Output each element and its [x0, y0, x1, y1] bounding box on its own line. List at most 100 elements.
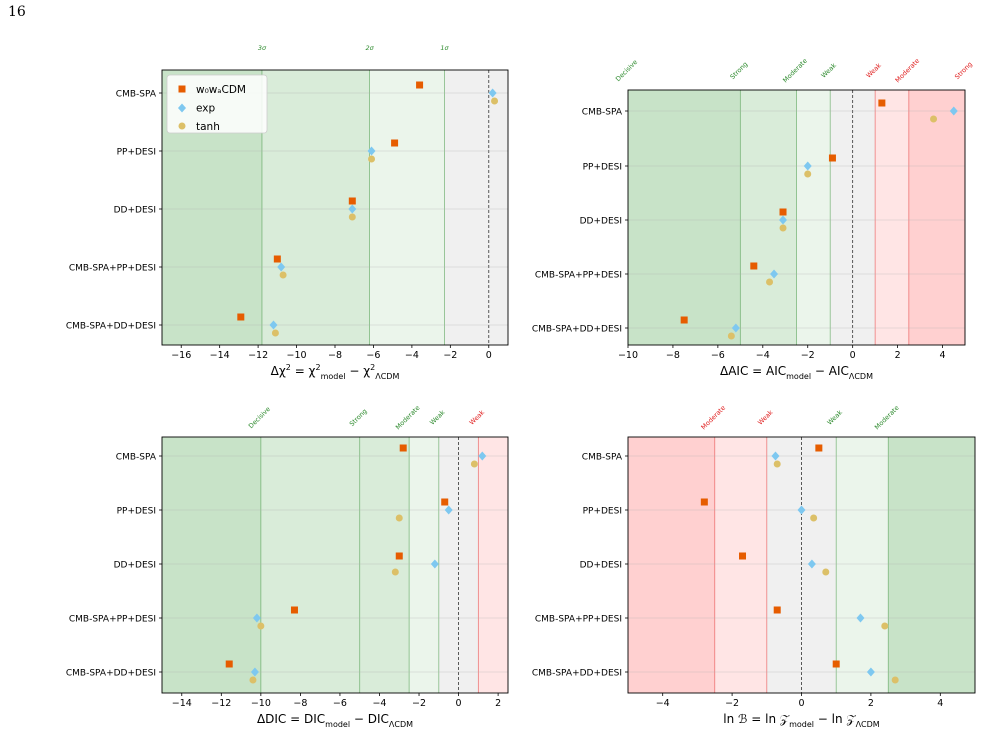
chart-panel-lnB: Moderate Weak Weak Moderate CMB-SPA PP+DESI DD…	[532, 404, 976, 729]
marker-w0wacdm	[779, 208, 787, 216]
marker-w0wacdm	[225, 660, 233, 668]
x-tick-label: −4	[756, 350, 770, 361]
marker-exp	[348, 204, 357, 214]
region-band	[836, 437, 889, 693]
marker-exp	[269, 320, 278, 330]
x-tick-label: 4	[937, 698, 943, 709]
x-tick-label: −6	[366, 350, 380, 361]
y-tick-label: PP+DESI	[583, 163, 622, 173]
marker-w0wacdm	[739, 552, 747, 560]
threshold-label: Weak	[428, 408, 446, 426]
threshold-label: Strong	[729, 60, 750, 81]
legend-box	[166, 74, 268, 134]
x-tick-label: 2	[895, 350, 901, 361]
x-tick-label: −16	[171, 350, 191, 361]
x-tick-label: 4	[940, 350, 946, 361]
marker-w0wacdm	[878, 99, 886, 107]
x-tick-label: 2	[495, 698, 501, 709]
marker-w0wacdm	[832, 660, 840, 668]
x-tick-label: −8	[666, 350, 680, 361]
marker-tanh	[930, 115, 938, 123]
marker-tanh	[779, 224, 787, 232]
marker-tanh	[470, 460, 478, 468]
x-tick-label: −14	[210, 350, 230, 361]
marker-exp	[866, 667, 875, 677]
marker-w0wacdm	[348, 197, 356, 205]
legend: w₀wₐCDM exp tanh	[166, 74, 268, 134]
threshold-label: Moderate	[394, 404, 422, 432]
marker-exp	[444, 505, 453, 515]
marker-exp	[797, 505, 806, 515]
y-tick-label: CMB-SPA+DD+DESI	[532, 325, 622, 335]
marker-exp	[367, 146, 376, 156]
y-tick-label: CMB-SPA+PP+DESI	[535, 271, 622, 281]
y-tick-label: DD+DESI	[114, 561, 156, 571]
marker-exp	[807, 559, 816, 569]
threshold-label: Weak	[865, 61, 883, 79]
threshold-label: Decisive	[614, 58, 639, 83]
marker-w0wacdm	[680, 316, 688, 324]
threshold-label: Moderate	[700, 404, 728, 432]
x-tick-label: −2	[412, 698, 426, 709]
marker-w0wacdm	[273, 255, 281, 263]
page-number: 16	[8, 4, 26, 20]
marker-tanh	[395, 514, 403, 522]
region-band	[478, 437, 508, 693]
legend-marker-exp	[178, 103, 186, 113]
legend-label-exp: exp	[196, 103, 215, 115]
marker-tanh	[491, 97, 499, 105]
marker-exp	[277, 262, 286, 272]
x-tick-label: −4	[656, 698, 670, 709]
region-band	[628, 90, 741, 345]
marker-exp	[856, 613, 865, 623]
marker-exp	[949, 106, 958, 116]
threshold-label: 1σ	[440, 44, 449, 52]
threshold-label: Decisive	[247, 405, 272, 430]
marker-tanh	[891, 676, 899, 684]
y-tick-label: CMB-SPA	[582, 108, 623, 118]
x-tick-label: −12	[248, 350, 268, 361]
y-tick-label: CMB-SPA+PP+DESI	[535, 615, 622, 625]
marker-exp	[252, 613, 261, 623]
threshold-label: Strong	[953, 60, 974, 81]
region-band	[444, 70, 508, 345]
x-tick-label: −14	[172, 698, 192, 709]
marker-tanh	[368, 155, 376, 163]
region-band	[359, 437, 410, 693]
x-tick-label: 0	[456, 698, 462, 709]
y-tick-label: DD+DESI	[114, 206, 156, 216]
marker-exp	[803, 161, 812, 171]
x-tick-label: −2	[443, 350, 457, 361]
marker-tanh	[279, 271, 287, 279]
x-tick-label: −10	[287, 350, 307, 361]
marker-tanh	[822, 568, 830, 576]
region-band	[628, 437, 715, 693]
y-tick-label: CMB-SPA	[582, 453, 623, 463]
threshold-label: Strong	[348, 407, 369, 428]
x-axis-label: Δχ2 = χ2model − χ2ΛCDM	[271, 363, 400, 381]
threshold-label: Moderate	[781, 57, 809, 85]
y-tick-label: DD+DESI	[580, 217, 622, 227]
marker-exp	[250, 667, 259, 677]
x-tick-label: −4	[372, 698, 386, 709]
threshold-label: 2σ	[365, 44, 374, 52]
x-tick-label: −2	[725, 698, 739, 709]
marker-w0wacdm	[441, 498, 449, 506]
x-tick-label: 2	[868, 698, 874, 709]
x-tick-label: 0	[486, 350, 492, 361]
marker-tanh	[249, 676, 257, 684]
marker-exp	[779, 215, 788, 225]
y-tick-label: PP+DESI	[583, 507, 622, 517]
marker-w0wacdm	[828, 154, 836, 162]
y-tick-label: CMB-SPA+DD+DESI	[66, 322, 156, 332]
region-band	[740, 90, 797, 345]
marker-w0wacdm	[416, 81, 424, 89]
marker-w0wacdm	[773, 606, 781, 614]
chart-panel-dic: Decisive Strong Moderate Weak Weak CMB-SPA PP+…	[66, 404, 509, 729]
x-tick-label: 0	[798, 698, 804, 709]
y-tick-label: CMB-SPA+DD+DESI	[532, 669, 622, 679]
marker-exp	[770, 269, 779, 279]
x-tick-label: −12	[211, 698, 231, 709]
marker-tanh	[348, 213, 356, 221]
